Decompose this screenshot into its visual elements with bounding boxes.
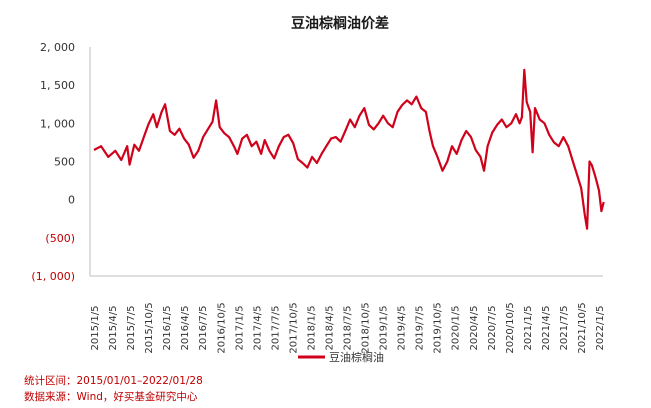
x-tick-label: 2016/1/5 <box>162 306 173 351</box>
x-tick-label: 2016/10/5 <box>216 302 227 353</box>
x-tick-label: 2018/10/5 <box>361 302 372 353</box>
legend: 豆油棕榈油 <box>298 350 384 364</box>
x-axis: 2015/1/5 2015/4/5 2015/7/5 2015/10/5 2016/1/… <box>90 275 606 354</box>
x-tick-label: 2020/7/5 <box>487 306 498 351</box>
x-tick-label: 2015/4/5 <box>108 306 119 351</box>
y-tick-label: 2, 000 <box>40 41 75 54</box>
x-tick-label: 2015/7/5 <box>126 306 137 351</box>
x-tick-label: 2017/10/5 <box>288 302 299 353</box>
x-tick-label: 2017/1/5 <box>234 306 245 351</box>
y-tick-label: 0 <box>68 194 75 207</box>
series-line-soy-palm-spread <box>93 68 605 230</box>
series-layer <box>93 68 605 230</box>
y-tick-label: (1, 000) <box>31 270 75 283</box>
footnote-range: 统计区间：2015/01/01–2022/01/28 <box>24 374 203 387</box>
x-tick-label: 2020/10/5 <box>505 302 516 353</box>
legend-label: 豆油棕榈油 <box>329 350 384 364</box>
y-tick-label: 500 <box>54 156 75 169</box>
chart-title: 豆油棕榈油价差 <box>291 15 389 32</box>
x-tick-label: 2020/4/5 <box>469 306 480 351</box>
x-tick-label: 2018/4/5 <box>324 306 335 351</box>
y-tick-label: 1, 500 <box>40 79 75 92</box>
x-tick-label: 2015/10/5 <box>144 302 155 353</box>
x-tick-label: 2021/1/5 <box>523 306 534 351</box>
x-tick-label: 2019/7/5 <box>415 306 426 351</box>
x-tick-label: 2021/7/5 <box>559 306 570 351</box>
y-axis: 2, 000 1, 500 1, 000 500 0 (500) (1, 000) <box>31 41 91 283</box>
x-tick-label: 2017/4/5 <box>252 306 263 351</box>
x-tick-label: 2019/10/5 <box>433 302 444 353</box>
x-tick-label: 2018/1/5 <box>306 306 317 351</box>
x-tick-label: 2017/7/5 <box>270 306 281 351</box>
x-tick-label: 2021/4/5 <box>541 306 552 351</box>
y-tick-label: 1, 000 <box>40 117 75 130</box>
x-tick-label: 2015/1/5 <box>90 306 101 351</box>
x-tick-label: 2020/1/5 <box>451 306 462 351</box>
x-tick-label: 2019/1/5 <box>379 306 390 351</box>
x-tick-label: 2016/7/5 <box>198 306 209 351</box>
x-tick-label: 2018/7/5 <box>343 306 354 351</box>
x-tick-label: 2022/1/5 <box>595 306 606 351</box>
x-tick-label: 2016/4/5 <box>180 306 191 351</box>
x-tick-label: 2021/10/5 <box>577 302 588 353</box>
footnote-source: 数据来源：Wind，好买基金研究中心 <box>24 390 198 403</box>
y-tick-label: (500) <box>45 232 75 245</box>
x-tick-label: 2019/4/5 <box>397 306 408 351</box>
